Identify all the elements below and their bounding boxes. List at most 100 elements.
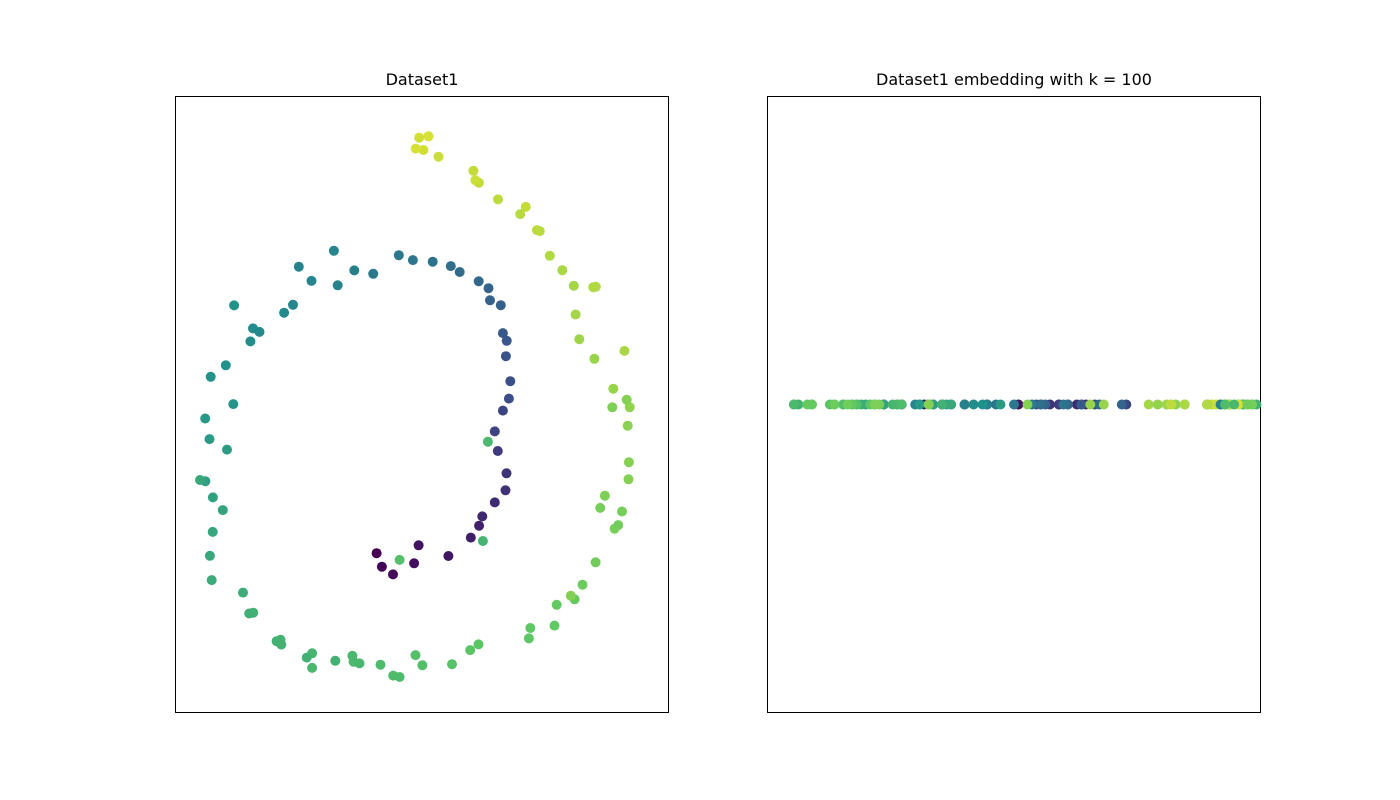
dataset-data-point bbox=[497, 405, 508, 416]
dataset-data-point bbox=[485, 295, 495, 306]
dataset-data-point bbox=[418, 145, 429, 155]
dataset-data-point bbox=[613, 520, 624, 531]
dataset-data-point bbox=[483, 283, 494, 294]
dataset-data-point bbox=[520, 201, 531, 212]
dataset-data-point bbox=[407, 255, 418, 266]
embedding-data-point bbox=[968, 399, 979, 410]
dataset-data-point bbox=[482, 436, 493, 447]
dataset-data-point bbox=[565, 590, 576, 601]
dataset-data-point bbox=[349, 265, 360, 276]
embedding-data-point bbox=[842, 399, 853, 410]
dataset-data-point bbox=[500, 351, 511, 362]
dataset-data-point bbox=[222, 444, 232, 455]
dataset-data-point bbox=[207, 492, 218, 503]
dataset-data-point bbox=[195, 475, 205, 485]
dataset-data-point bbox=[409, 558, 420, 569]
embedding-data-point bbox=[1116, 399, 1127, 410]
subplot-embedding: Dataset1 embedding with k = 100 bbox=[700, 0, 1400, 800]
dataset-data-point bbox=[347, 650, 358, 661]
dataset-data-point bbox=[375, 659, 386, 670]
scatter-plot-embedding bbox=[767, 96, 1262, 713]
embedding-data-point bbox=[1229, 399, 1240, 410]
dataset-data-point bbox=[393, 250, 404, 261]
dataset-data-point bbox=[330, 655, 341, 666]
dataset-data-point bbox=[515, 209, 526, 220]
dataset-data-point bbox=[623, 474, 634, 485]
dataset-data-point bbox=[622, 420, 633, 431]
dataset-data-point bbox=[588, 282, 599, 293]
dataset-data-point bbox=[228, 399, 239, 410]
dataset-data-point bbox=[279, 307, 290, 318]
dataset-data-point bbox=[205, 371, 216, 382]
dataset-data-point bbox=[465, 532, 476, 543]
dataset-data-point bbox=[368, 268, 379, 279]
dataset-data-point bbox=[410, 143, 421, 154]
dataset-data-point bbox=[617, 506, 627, 517]
dataset-data-point bbox=[493, 194, 503, 205]
dataset-data-point bbox=[619, 345, 630, 356]
embedding-data-point bbox=[946, 399, 957, 410]
dataset-data-point bbox=[590, 557, 601, 568]
dataset-data-point bbox=[388, 569, 398, 580]
chart-title-embedding: Dataset1 embedding with k = 100 bbox=[876, 70, 1152, 89]
dataset-data-point bbox=[503, 393, 514, 404]
dataset-data-point bbox=[445, 261, 456, 272]
embedding-data-point bbox=[937, 399, 948, 410]
embedding-data-point bbox=[869, 399, 880, 410]
dataset-data-point bbox=[492, 446, 503, 456]
dataset-data-point bbox=[204, 434, 215, 445]
dataset-data-point bbox=[454, 267, 465, 277]
embedding-data-point bbox=[1076, 399, 1087, 410]
dataset-data-point bbox=[574, 334, 585, 345]
dataset-data-point bbox=[577, 579, 588, 590]
subplot-dataset: Dataset1 bbox=[175, 70, 669, 713]
dataset-data-point bbox=[394, 554, 405, 565]
dataset-data-point bbox=[623, 457, 634, 468]
dataset-data-point bbox=[229, 300, 240, 311]
dataset-data-point bbox=[477, 536, 488, 546]
chart-title-dataset: Dataset1 bbox=[385, 70, 459, 89]
embedding-data-point bbox=[995, 399, 1006, 410]
dataset-data-point bbox=[624, 402, 635, 413]
dataset-data-point bbox=[423, 131, 434, 142]
embedding-data-point bbox=[1242, 399, 1253, 410]
dataset-data-point bbox=[248, 607, 259, 618]
dataset-data-point bbox=[599, 490, 610, 501]
dataset-data-point bbox=[501, 335, 512, 346]
dataset-data-point bbox=[505, 376, 516, 387]
dataset-data-point bbox=[523, 633, 534, 644]
dataset-data-point bbox=[410, 650, 421, 661]
dataset-axes-frame bbox=[175, 96, 669, 713]
embedding-data-point bbox=[914, 399, 925, 410]
dataset-data-point bbox=[414, 132, 425, 143]
dataset-data-point bbox=[608, 383, 619, 394]
dataset-data-point bbox=[276, 639, 287, 650]
embedding-data-point bbox=[896, 399, 907, 410]
dataset-data-point bbox=[433, 151, 444, 162]
dataset-data-point bbox=[376, 561, 387, 572]
dataset-data-point bbox=[607, 402, 618, 413]
dataset-data-point bbox=[525, 623, 536, 633]
embedding-data-point bbox=[1085, 399, 1096, 410]
dataset-data-point bbox=[470, 175, 481, 186]
dataset-data-point bbox=[301, 652, 312, 663]
dataset-data-point bbox=[217, 505, 228, 516]
embedding-data-point bbox=[1166, 399, 1177, 410]
dataset-data-point bbox=[200, 413, 211, 424]
dataset-data-point bbox=[497, 328, 508, 339]
dataset-data-point bbox=[468, 165, 479, 176]
scatter-plot-dataset bbox=[175, 96, 669, 713]
embedding-data-point bbox=[1022, 399, 1033, 410]
dataset-data-point bbox=[473, 639, 484, 650]
dataset-data-point bbox=[254, 326, 265, 337]
dataset-data-point bbox=[500, 485, 511, 496]
dataset-data-point bbox=[204, 550, 215, 561]
dataset-data-point bbox=[307, 662, 318, 673]
dataset-data-point bbox=[465, 645, 476, 656]
dataset-data-point bbox=[245, 336, 256, 347]
embedding-data-point bbox=[1009, 399, 1019, 410]
dataset-data-point bbox=[489, 426, 500, 437]
dataset-data-point bbox=[371, 548, 382, 559]
embedding-data-point bbox=[1152, 399, 1163, 410]
